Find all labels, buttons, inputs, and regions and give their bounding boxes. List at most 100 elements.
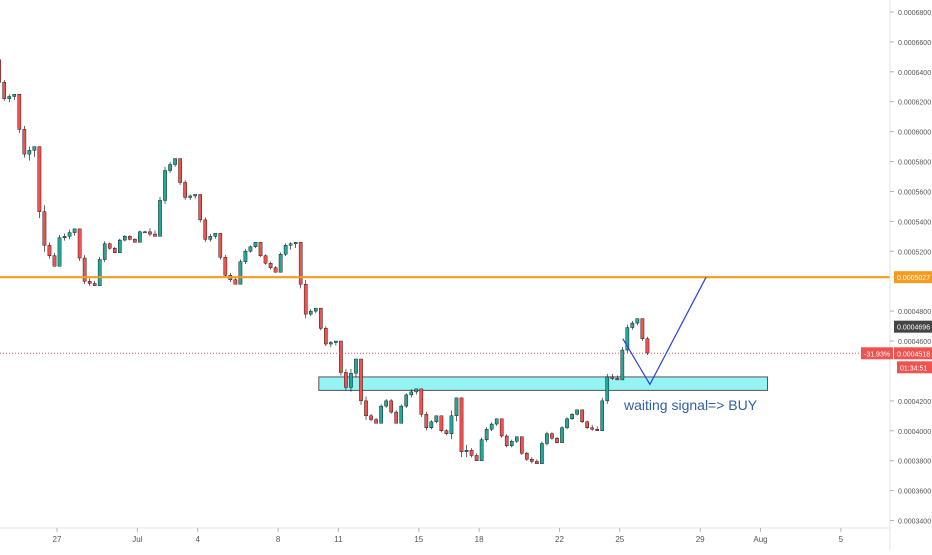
candle-body xyxy=(324,328,328,345)
candle-body xyxy=(173,158,177,165)
candle xyxy=(233,277,238,285)
candle-body xyxy=(12,94,17,97)
candle xyxy=(27,146,32,161)
candle-body xyxy=(223,257,228,276)
candle xyxy=(303,280,308,319)
countdown-label-text: 01:34:51 xyxy=(900,365,927,372)
candle-body xyxy=(319,307,323,329)
support-zone-layer xyxy=(318,376,768,391)
candle-body xyxy=(163,170,167,201)
time-tick-label: 8 xyxy=(276,535,281,544)
candle-body xyxy=(313,307,318,312)
candle xyxy=(545,431,549,446)
candle-body xyxy=(248,246,253,252)
candle-body xyxy=(434,415,439,423)
resistance-price-label-bg xyxy=(894,271,932,284)
candle xyxy=(389,399,393,414)
candle xyxy=(133,238,137,243)
candle-body xyxy=(504,435,509,446)
candle-body xyxy=(645,338,650,354)
candle-body xyxy=(439,415,444,431)
candle xyxy=(379,404,383,424)
candle-body xyxy=(233,279,238,285)
candle-body xyxy=(595,429,599,431)
time-tick-label: 22 xyxy=(555,535,564,544)
candle-body xyxy=(409,391,414,396)
candle xyxy=(474,453,479,461)
candle-body xyxy=(329,342,333,345)
candle xyxy=(575,409,579,416)
candle-body xyxy=(112,248,117,253)
candle-body xyxy=(364,400,368,417)
candle xyxy=(288,242,293,250)
candle xyxy=(268,261,273,270)
candle-body xyxy=(344,372,348,388)
candle-body xyxy=(128,236,132,240)
candle xyxy=(62,233,67,241)
candle-body xyxy=(394,411,398,424)
candle-body xyxy=(118,239,122,253)
last-price-label: 0.0004518 xyxy=(894,347,932,360)
candle xyxy=(454,397,459,422)
candle xyxy=(585,420,589,429)
candle xyxy=(238,259,243,285)
candle-body xyxy=(354,358,358,374)
candle xyxy=(203,217,208,242)
price-tick-label: 0.0004800 xyxy=(898,309,931,316)
candle xyxy=(520,436,524,455)
candle-body xyxy=(107,243,112,249)
high-price-label-bg xyxy=(894,320,932,333)
candle xyxy=(449,410,454,440)
candle xyxy=(409,389,414,398)
candle xyxy=(57,234,62,267)
change-pct-label-text: -31.93% xyxy=(864,351,890,358)
candle xyxy=(32,146,37,157)
time-tick-label: 29 xyxy=(696,535,705,544)
candle xyxy=(565,417,569,430)
candle-body xyxy=(218,233,223,258)
candle-body xyxy=(243,251,248,262)
candle-body xyxy=(47,245,52,256)
candle-body xyxy=(520,436,524,454)
candle xyxy=(97,256,102,286)
projection-path[interactable] xyxy=(622,276,707,386)
candle xyxy=(525,451,529,461)
candle-body xyxy=(213,233,218,237)
candle-body xyxy=(2,82,7,99)
candle xyxy=(404,393,409,408)
candle-body xyxy=(7,96,12,99)
candle xyxy=(118,238,122,253)
candle xyxy=(354,358,358,378)
candle xyxy=(198,194,203,223)
candle-body xyxy=(389,400,393,413)
candle-body xyxy=(72,228,77,233)
time-axis[interactable]: 27 Jul 4 8 11 15 18 22 25 29 Aug 5 xyxy=(0,527,890,544)
candle-body xyxy=(238,261,243,285)
price-axis[interactable]: 0.0006800 0.0006600 0.0006400 0.0006200 0.00… xyxy=(889,0,931,550)
candle-body xyxy=(334,340,338,343)
candle xyxy=(77,228,82,261)
price-tick-label: 0.0006800 xyxy=(898,10,931,17)
candle xyxy=(163,166,167,205)
candle xyxy=(489,422,494,432)
candle-body xyxy=(585,421,589,428)
candle xyxy=(298,242,303,289)
time-tick-label: 15 xyxy=(414,535,423,544)
candle xyxy=(128,235,132,241)
candle xyxy=(223,254,228,278)
candle xyxy=(278,252,283,273)
candle-body xyxy=(605,376,610,402)
candle xyxy=(87,278,92,286)
candles-layer xyxy=(0,59,650,464)
time-tick-label: Aug xyxy=(753,535,767,544)
candle-body xyxy=(123,236,127,241)
candle-body xyxy=(565,418,569,428)
candle xyxy=(414,388,419,395)
candle-body xyxy=(530,458,534,462)
candle xyxy=(158,196,162,237)
candle xyxy=(419,388,424,417)
candle-body xyxy=(404,394,409,407)
price-tick-label: 0.0004600 xyxy=(898,339,931,346)
last-price-label-bg xyxy=(894,347,932,360)
price-tick-label: 0.0004200 xyxy=(898,399,931,406)
